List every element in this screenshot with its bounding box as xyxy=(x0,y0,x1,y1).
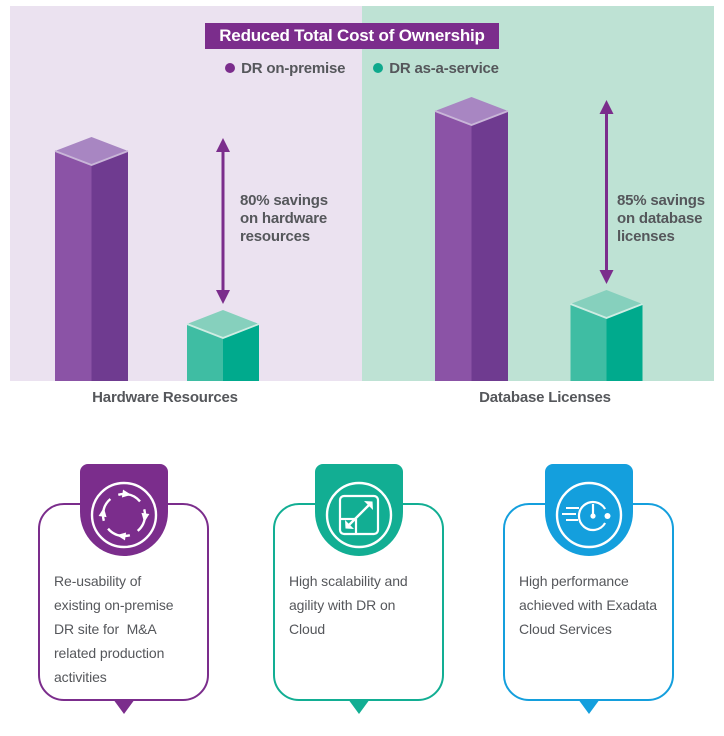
card-badge xyxy=(314,464,403,556)
savings-arrow-head-down-icon xyxy=(216,290,230,304)
legend-dot-teal-icon xyxy=(373,63,384,73)
bar-top-edge xyxy=(54,150,129,166)
legend-label: DR on-premise xyxy=(241,59,346,77)
bar-face-left xyxy=(187,324,223,381)
savings-annotation-licenses: 85% savings on database licenses xyxy=(617,192,705,245)
benefit-card-performance: High performance achieved with Exadata C… xyxy=(503,464,674,714)
savings-annotation-hardware: 80% savings on hardware resources xyxy=(240,192,328,245)
bar-face-right xyxy=(223,324,259,381)
benefit-card-reusability: Re-usability of existing on-premise DR s… xyxy=(38,464,209,714)
bar-top-edge xyxy=(570,303,643,319)
chart-title: Reduced Total Cost of Ownership xyxy=(205,23,499,49)
benefit-card-scalability: High scalability and agility with DR on … xyxy=(273,464,444,714)
bar-top-edge xyxy=(186,323,260,339)
card-text: High scalability and agility with DR on … xyxy=(289,573,408,637)
tco-bar-chart xyxy=(54,97,643,381)
chart-legend: DR on-premise DR as-a-service xyxy=(10,59,714,77)
category-label-database-licenses: Database Licenses xyxy=(479,389,611,406)
chart-panel-as-a-service xyxy=(362,6,714,381)
card-badge xyxy=(79,464,168,556)
savings-arrow-head-up-icon xyxy=(216,138,230,152)
category-label-hardware-resources: Hardware Resources xyxy=(92,389,238,406)
legend-label: DR as-a-service xyxy=(389,59,499,77)
bar-face-left xyxy=(570,304,607,381)
bar-top-edge xyxy=(434,110,509,126)
card-pointer-icon xyxy=(347,699,370,714)
card-pointer-icon xyxy=(577,699,600,714)
bar-face-right xyxy=(471,111,508,381)
card-text: High performance achieved with Exadata C… xyxy=(519,573,657,637)
card-badge xyxy=(544,464,633,556)
expand-diagonal-icon xyxy=(325,481,392,549)
legend-item-dr-on-premise: DR on-premise xyxy=(225,59,346,77)
legend-dot-purple-icon xyxy=(225,63,236,73)
legend-item-dr-as-a-service: DR as-a-service xyxy=(373,59,499,77)
card-text: Re-usability of existing on-premise DR s… xyxy=(54,573,174,685)
bar-face-left xyxy=(55,151,92,381)
cycle-arrows-icon xyxy=(90,481,157,549)
savings-arrow-head-down-icon xyxy=(599,270,614,284)
speedometer-icon xyxy=(555,481,622,549)
bar-face-left xyxy=(435,111,472,381)
bar-face-right xyxy=(91,151,128,381)
card-pointer-icon xyxy=(112,699,135,714)
bar-face-right xyxy=(606,304,643,381)
savings-arrow-head-up-icon xyxy=(599,100,614,114)
